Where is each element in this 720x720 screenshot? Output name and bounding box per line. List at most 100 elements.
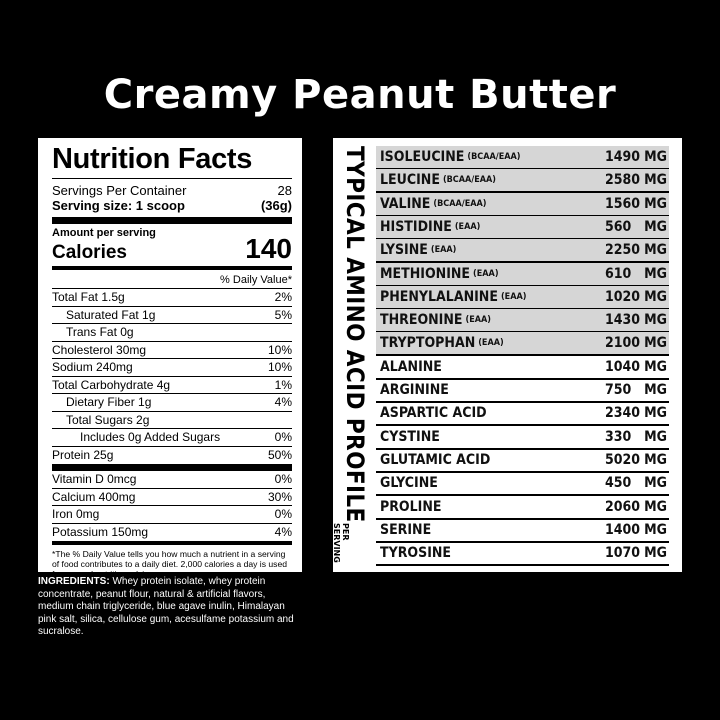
amino-amount: 610 <box>605 265 632 282</box>
amino-amount-group: 5020 MG <box>605 452 667 468</box>
amino-unit: MG <box>644 218 667 235</box>
amino-unit: MG <box>644 521 667 538</box>
amino-amount: 1020 <box>605 288 641 305</box>
amino-subheading: PER SERVING <box>332 523 350 563</box>
bar <box>52 464 292 471</box>
amino-unit: MG <box>644 428 667 445</box>
amino-amount: 1070 <box>605 545 641 562</box>
amino-amount-group: 2060 MG <box>605 499 667 515</box>
nutrient-row: Total Fat 1.5g 2% <box>52 288 292 306</box>
nutrient-label: Cholesterol 30mg <box>52 342 147 357</box>
nutrient-label: Total Sugars 2g <box>66 412 150 427</box>
amino-row: GLUTAMIC ACID 5020 MG <box>376 449 669 473</box>
ingredients: INGREDIENTS: Whey protein isolate, whey … <box>38 576 300 639</box>
serving-size-label: Serving size: 1 scoop <box>52 198 185 213</box>
amino-unit: MG <box>644 358 667 375</box>
nutrient-row: Protein 25g 50% <box>52 445 292 464</box>
amino-unit: MG <box>644 335 667 352</box>
amino-unit: MG <box>644 451 667 468</box>
amino-amount-group: 330 MG <box>605 429 667 445</box>
amino-panel: TYPICAL AMINO ACID PROFILE PER SERVING ISO… <box>332 138 682 572</box>
amino-tag: (EAA) <box>478 338 504 349</box>
nutrient-label: Saturated Fat 1g <box>66 307 156 322</box>
nutrient-label: Dietary Fiber 1g <box>66 395 152 409</box>
amino-row: THREONINE (EAA) 1430 MG <box>376 309 669 334</box>
nutrient-label: Total Fat 1.5g <box>52 290 125 304</box>
nutrition-inner: Nutrition Facts Servings Per Container 28 S… <box>52 142 292 579</box>
nutrient-dv: 2% <box>274 290 292 304</box>
amino-unit: MG <box>644 312 667 329</box>
servings: 28 <box>277 183 292 198</box>
amino-amount: 450 <box>605 475 632 492</box>
servings-label: Servings Per Container <box>52 183 187 198</box>
ingredients-text: Whey protein isolate, whey protein conce… <box>38 576 294 637</box>
nf-heading: Nutrition Facts <box>52 143 253 175</box>
nutrient-row: Vitamin D 0mcg 0% <box>52 471 292 488</box>
amino-name: VALINE <box>380 195 431 212</box>
amino-name: GLUTAMIC ACID <box>380 451 491 468</box>
nutrition-panel: Nutrition Facts Servings Per Container 28 S… <box>38 138 302 579</box>
amino-row: TRYPTOPHAN (EAA) 2100 MG <box>376 332 669 357</box>
amino-tag: (EAA) <box>454 221 481 232</box>
nutrient-label: Includes 0g Added Sugars <box>80 430 221 444</box>
amino-row: SERINE 1400 MG <box>376 519 669 543</box>
nutrient-label: Trans Fat 0g <box>66 325 134 339</box>
amino-row: LYSINE (EAA) 2250 MG <box>376 239 669 264</box>
nutrient-label: Calcium 400mg <box>52 489 136 504</box>
nutrient-row: Sodium 240mg 10% <box>52 358 292 376</box>
amino-amount-group: 450 MG <box>605 475 667 491</box>
amino-name: TYROSINE <box>380 545 452 562</box>
amino-row: TYROSINE 1070 MG <box>376 542 669 567</box>
nutrient-label: Potassium 150mg <box>52 524 149 539</box>
amino-row: ISOLEUCINE (BCAA/EAA) 1490 MG <box>376 146 669 170</box>
nutrient-dv: 4% <box>274 524 292 539</box>
amino-amount-group: 560 MG <box>605 219 667 235</box>
amino-name: SERINE <box>380 521 432 538</box>
amino-amount: 330 <box>605 428 632 445</box>
nutrient-row: Potassium 150mg 4% <box>52 522 292 541</box>
amino-amount-group: 2100 MG <box>605 335 667 351</box>
amino-unit: MG <box>644 405 667 422</box>
amino-amount: 2340 <box>605 405 641 422</box>
amino-unit: MG <box>644 195 667 212</box>
amino-heading: TYPICAL AMINO ACID PROFILE <box>341 146 369 523</box>
nutrient-dv: 0% <box>274 507 292 521</box>
nutrient-label: Iron 0mg <box>52 507 100 521</box>
amino-amount: 560 <box>605 218 632 235</box>
nutrient-dv: 5% <box>274 307 292 322</box>
dv-header: % Daily Value* <box>220 274 292 286</box>
amino-amount-group: 1020 MG <box>605 289 667 305</box>
nutrient-row: Cholesterol 30mg 10% <box>52 340 292 359</box>
amino-unit: MG <box>644 545 667 562</box>
amino-amount: 2580 <box>605 172 641 189</box>
amino-row: METHIONINE (EAA) 610 MG <box>376 262 669 287</box>
amino-tag: (BCAA/EAA) <box>467 152 521 162</box>
amino-name: ARGININE <box>380 382 449 398</box>
amino-amount: 1040 <box>605 358 641 375</box>
amino-tag: (BCAA/EAA) <box>433 198 487 209</box>
nutrient-dv: 30% <box>267 489 292 504</box>
amino-amount-group: 1430 MG <box>605 312 667 328</box>
bar <box>52 217 292 224</box>
amino-row: LEUCINE (BCAA/EAA) 2580 MG <box>376 169 669 194</box>
nutrient-row: Calcium 400mg 30% <box>52 487 292 506</box>
amino-amount: 1490 <box>605 149 641 165</box>
amino-amount-group: 1560 MG <box>605 196 667 212</box>
nutrient-dv: 1% <box>274 377 292 392</box>
amino-amount: 750 <box>605 382 632 398</box>
amino-amount: 5020 <box>605 451 641 468</box>
amount-label: Amount per serving <box>52 227 156 239</box>
calories-label: Calories <box>52 242 127 263</box>
serving-size-row: Serving size: 1 scoop (36g) <box>52 198 292 213</box>
footnote: *The % Daily Value tells you how much a … <box>52 549 288 579</box>
nutrient-row: Total Sugars 2g <box>52 410 292 429</box>
amino-unit: MG <box>644 382 667 398</box>
nutrient-label: Total Carbohydrate 4g <box>52 377 171 392</box>
amino-amount-group: 2250 MG <box>605 242 667 258</box>
nutrient-dv: 10% <box>267 360 292 374</box>
nutrient-row: Dietary Fiber 1g 4% <box>52 393 292 411</box>
amino-name: LEUCINE <box>380 172 440 189</box>
amino-amount: 2100 <box>605 335 641 352</box>
nutrient-row: Saturated Fat 1g 5% <box>52 305 292 324</box>
